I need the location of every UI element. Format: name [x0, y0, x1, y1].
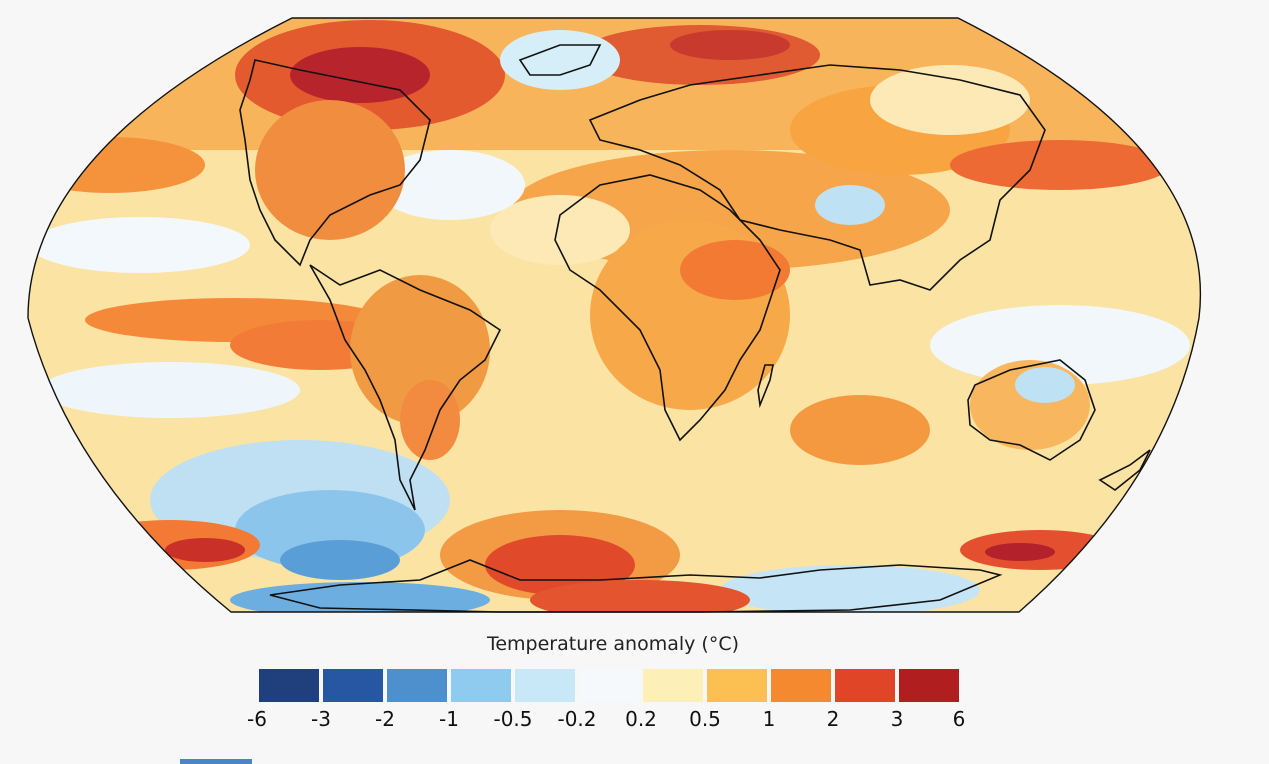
legend-tick-label: 0.2 — [625, 707, 657, 731]
legend-tick-label: 0.5 — [689, 707, 721, 731]
world-temperature-anomaly-map — [27, 17, 1201, 613]
legend-swatch-9 — [835, 669, 895, 702]
legend-tick-label: 2 — [826, 707, 840, 731]
legend-tick-label: 1 — [762, 707, 776, 731]
legend-tick-label: -6 — [247, 707, 267, 731]
legend-tick-label: 3 — [890, 707, 904, 731]
legend-swatch-7 — [707, 669, 767, 702]
legend-tick-label: -2 — [375, 707, 395, 731]
legend-swatch-8 — [771, 669, 831, 702]
legend-tick-label: -1 — [439, 707, 459, 731]
legend-swatch-2 — [387, 669, 447, 702]
anomaly-field — [28, 18, 1201, 612]
legend-swatch-0 — [259, 669, 319, 702]
legend-tick-label: -0.2 — [557, 707, 597, 731]
color-scale-bar — [259, 669, 959, 702]
globe-outline — [27, 17, 1201, 613]
legend-tick-label: 6 — [952, 707, 966, 731]
legend-tick-label: -0.5 — [493, 707, 533, 731]
legend-swatch-10 — [899, 669, 959, 702]
legend-tick-label: -3 — [311, 707, 331, 731]
legend-swatch-1 — [323, 669, 383, 702]
legend-swatch-4 — [515, 669, 575, 702]
legend-title: Temperature anomaly (°C) — [486, 633, 739, 655]
cropped-strip-decoration — [180, 759, 252, 764]
legend-swatch-5 — [579, 669, 639, 702]
legend-swatch-6 — [643, 669, 703, 702]
legend-swatch-3 — [451, 669, 511, 702]
